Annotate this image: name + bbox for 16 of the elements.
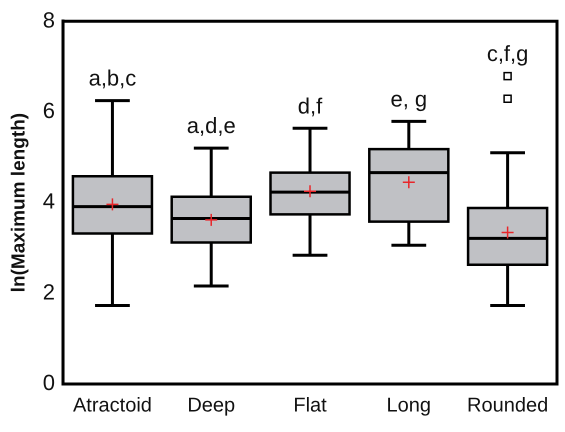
annotation: a,d,e	[186, 113, 236, 138]
x-tick-label: Long	[386, 394, 432, 417]
y-tick-label: 4	[42, 188, 56, 214]
y-tick-label: 6	[42, 98, 56, 123]
y-axis-title: ln(Maximum length)	[8, 112, 30, 292]
annotation: a,b,c	[88, 66, 136, 91]
annotation: d,f	[298, 93, 324, 118]
y-tick-label: 8	[42, 7, 56, 32]
y-tick-label: 0	[42, 370, 56, 396]
x-tick-label: Flat	[293, 394, 328, 417]
annotation: e, g	[390, 86, 428, 112]
annotation: c,f,g	[486, 41, 528, 66]
x-tick-label: Deep	[187, 394, 236, 417]
y-tick-label: 2	[42, 279, 56, 304]
x-tick-label: Atractoid	[72, 394, 152, 417]
x-tick-label: Rounded	[467, 394, 548, 417]
